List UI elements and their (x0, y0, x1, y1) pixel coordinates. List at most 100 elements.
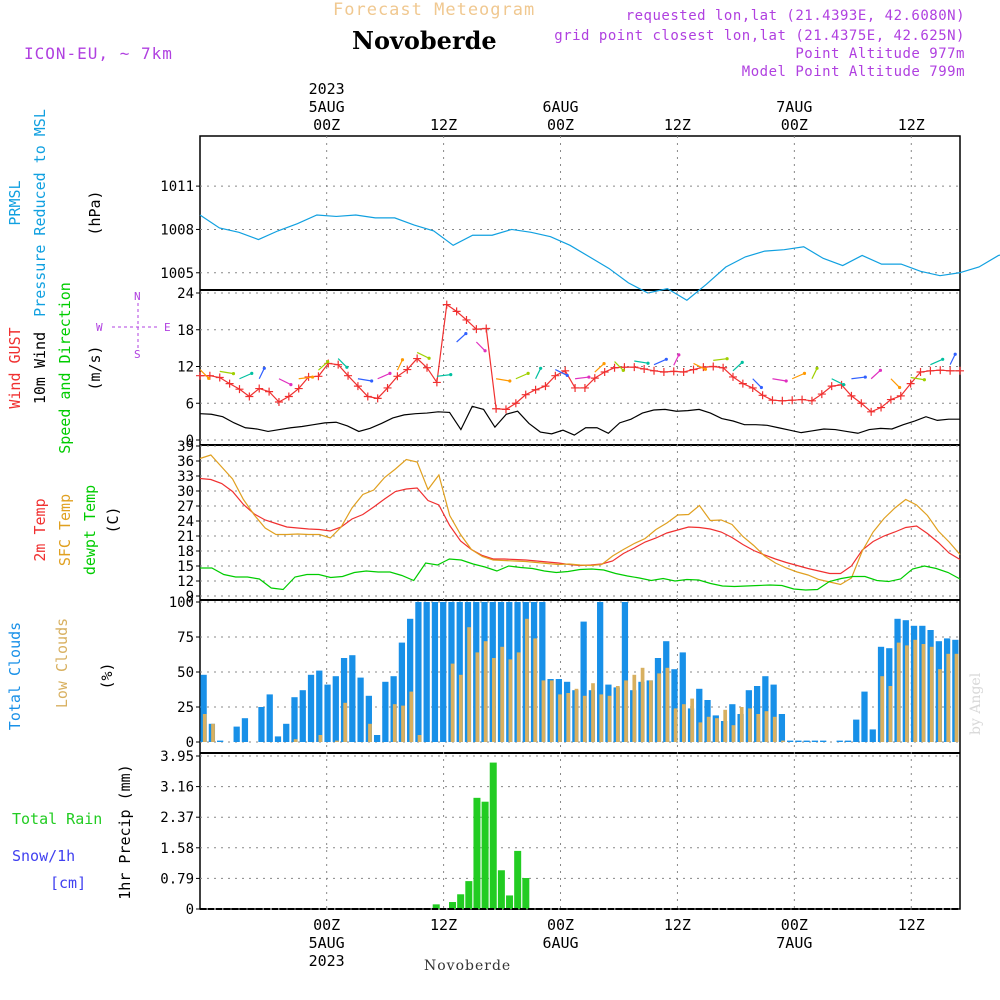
total-cloud-bar (274, 736, 282, 742)
low-cloud-bar (211, 723, 215, 742)
wind-direction-arrow-head (802, 371, 807, 375)
low-cloud-bar (756, 714, 761, 742)
gust-marker (827, 382, 836, 391)
model-altitude: Model Point Altitude 799m (741, 64, 965, 80)
y-tick-label: 1.58 (160, 841, 194, 857)
low-cloud-bar (293, 739, 298, 742)
low-cloud-bar (673, 708, 678, 742)
total-cloud-bar (332, 676, 339, 742)
gust-marker (748, 383, 757, 392)
gust-marker (531, 385, 540, 394)
snow-label: Snow/1h (12, 847, 75, 865)
low-cloud-bar (905, 645, 909, 742)
gust-marker (807, 396, 816, 405)
gust-marker (363, 392, 372, 401)
gust-marker (284, 392, 293, 401)
wind-direction-arrow (634, 360, 649, 364)
gust-marker (511, 399, 520, 408)
gust-marker (659, 368, 668, 377)
low-cloud-bar (723, 709, 728, 742)
wind-direction-arrow (693, 362, 706, 370)
low-cloud-bar (417, 735, 422, 742)
low-cloud-bar (921, 644, 926, 742)
wind-direction-arrow-head (526, 371, 530, 375)
grid-coords: grid point closest lon,lat (21.4375E, 42… (554, 28, 965, 44)
wind-direction-arrow (653, 358, 667, 366)
low-cloud-bar (401, 705, 405, 742)
gust-marker (235, 385, 244, 394)
low-cloud-bar (607, 695, 612, 742)
wind-direction-arrow-head (602, 361, 606, 366)
gust-marker (274, 398, 283, 407)
rain-bar (457, 894, 465, 909)
gust-marker (906, 379, 915, 388)
total-cloud-bar (357, 677, 364, 742)
low-cloud-bar (599, 694, 604, 742)
time-tick-label-top: 6AUG (542, 98, 578, 116)
wind-direction-arrow (949, 353, 956, 365)
low-cloud-bar (698, 722, 703, 742)
wind-direction-arrow (752, 378, 762, 388)
low-cloud-bar (880, 676, 884, 742)
total-cloud-bar (407, 618, 414, 742)
total-cloud-bar (324, 684, 331, 742)
wind-direction-arrow-head (207, 376, 211, 380)
total-cloud-bar (539, 602, 546, 742)
wind-direction-arrow-head (427, 356, 431, 360)
gust-marker (541, 382, 550, 391)
y-tick-label: 3.16 (160, 780, 194, 796)
low-cloud-bar (591, 683, 595, 742)
total-cloud-bar (679, 652, 686, 742)
y-tick-label: 15 (177, 559, 194, 575)
wind-direction-arrow (890, 378, 901, 388)
wind-direction-arrow-head (898, 385, 902, 390)
gust-marker (640, 364, 649, 373)
low-cloud-bar (706, 716, 711, 742)
low-cloud-bar (624, 680, 628, 742)
t2m-label: 2m Temp (31, 498, 49, 561)
wind-direction-arrow-head (740, 360, 744, 364)
total-cloud-bar (373, 735, 381, 742)
wind-speed-line (199, 405, 960, 436)
low-cloud-bar (764, 711, 769, 742)
y-tick-label: 25 (177, 700, 194, 716)
wind-direction-arrow (930, 358, 943, 366)
low-cloud-bar (954, 653, 959, 742)
rain-bar (522, 878, 530, 909)
low-cloud-bar (913, 639, 918, 742)
gust-marker (432, 378, 441, 387)
low-cloud-bar (558, 694, 562, 742)
total-cloud-bar (415, 602, 422, 742)
y-tick-label: 1005 (160, 266, 194, 282)
wind-direction-arrow (456, 333, 467, 343)
low-cloud-bar (690, 698, 694, 742)
gust-marker (442, 300, 451, 309)
dewpt-label: dewpt Temp (81, 485, 99, 575)
y-tick-label: 18 (177, 323, 194, 339)
low-clouds-label: Low Clouds (53, 618, 71, 708)
total-cloud-bar (340, 658, 348, 742)
gust-marker (916, 368, 925, 377)
gust-marker (768, 396, 777, 405)
total-cloud-bar (762, 676, 769, 742)
wind-direction-arrow (535, 368, 542, 380)
gust-marker (926, 366, 935, 375)
wind-direction-arrow-head (621, 368, 625, 372)
low-cloud-bar (392, 704, 397, 742)
wind-direction-arrow-head (400, 358, 405, 362)
wind-direction-arrow (337, 358, 348, 368)
wind-direction-arrow (239, 372, 253, 380)
rain-bar (465, 881, 473, 909)
wind-direction-arrow (357, 378, 372, 382)
gust-marker (561, 366, 570, 375)
low-cloud-bar (566, 693, 571, 742)
wind-direction-arrow (910, 376, 925, 381)
gust-marker (817, 390, 826, 399)
low-cloud-bar (450, 663, 455, 742)
gust-marker (600, 368, 609, 377)
low-cloud-bar (467, 627, 471, 742)
gust-marker (738, 379, 747, 388)
gust-marker (650, 366, 659, 375)
gust-marker (758, 391, 767, 400)
gust-marker (472, 325, 481, 334)
